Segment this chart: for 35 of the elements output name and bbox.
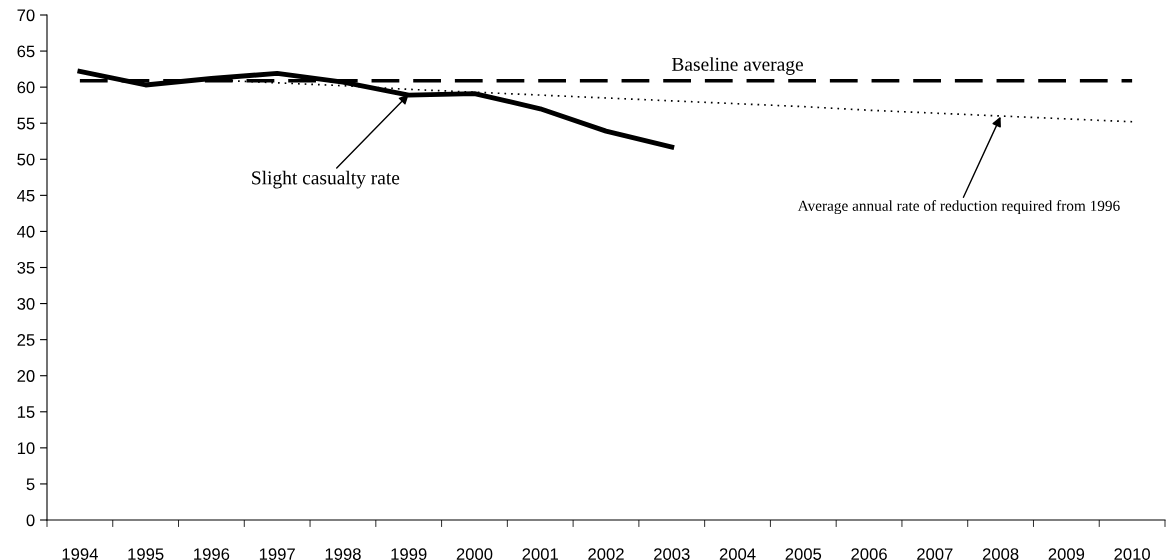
x-tick-label: 2006 <box>851 548 887 560</box>
y-tick-label: 50 <box>17 153 35 166</box>
annotation: Average annual rate of reduction required from 1996 <box>797 200 1120 215</box>
y-tick-label: 5 <box>26 478 35 491</box>
y-tick-label: 70 <box>17 9 35 22</box>
x-tick-label: 1997 <box>259 548 295 560</box>
x-tick-label: 1995 <box>128 548 164 560</box>
x-tick-label: 2002 <box>588 548 624 560</box>
x-tick-label: 2004 <box>719 548 756 560</box>
x-tick-label: 2005 <box>785 548 822 560</box>
x-tick-label: 1999 <box>391 548 427 560</box>
x-tick-label: 2009 <box>1048 548 1085 560</box>
y-tick-label: 60 <box>17 81 35 94</box>
annotation: Slight casualty rate <box>252 170 400 189</box>
x-tick-label: 1998 <box>325 548 361 560</box>
y-tick-label: 0 <box>26 514 35 527</box>
y-tick-label: 10 <box>17 442 35 455</box>
x-tick-label: 2003 <box>654 548 690 560</box>
y-tick-label: 15 <box>17 406 35 418</box>
x-tick-label: 2007 <box>917 548 953 560</box>
y-tick-label: 35 <box>17 261 35 274</box>
x-tick-label: 2008 <box>982 548 1019 560</box>
x-tick-label: 1996 <box>194 548 230 560</box>
x-tick-label: 2000 <box>456 548 493 560</box>
y-tick-label: 25 <box>17 334 35 346</box>
y-tick-label: 20 <box>17 370 35 382</box>
y-tick-label: 55 <box>17 117 35 130</box>
y-tick-label: 45 <box>17 189 35 202</box>
y-tick-label: 30 <box>17 297 35 310</box>
series-label: Baseline average <box>671 57 803 75</box>
x-tick-label: 2010 <box>1114 548 1151 560</box>
x-tick-label: 1994 <box>62 548 98 560</box>
y-tick-label: 40 <box>17 225 35 238</box>
x-tick-label: 2001 <box>522 548 558 560</box>
y-tick-label: 65 <box>17 45 35 58</box>
